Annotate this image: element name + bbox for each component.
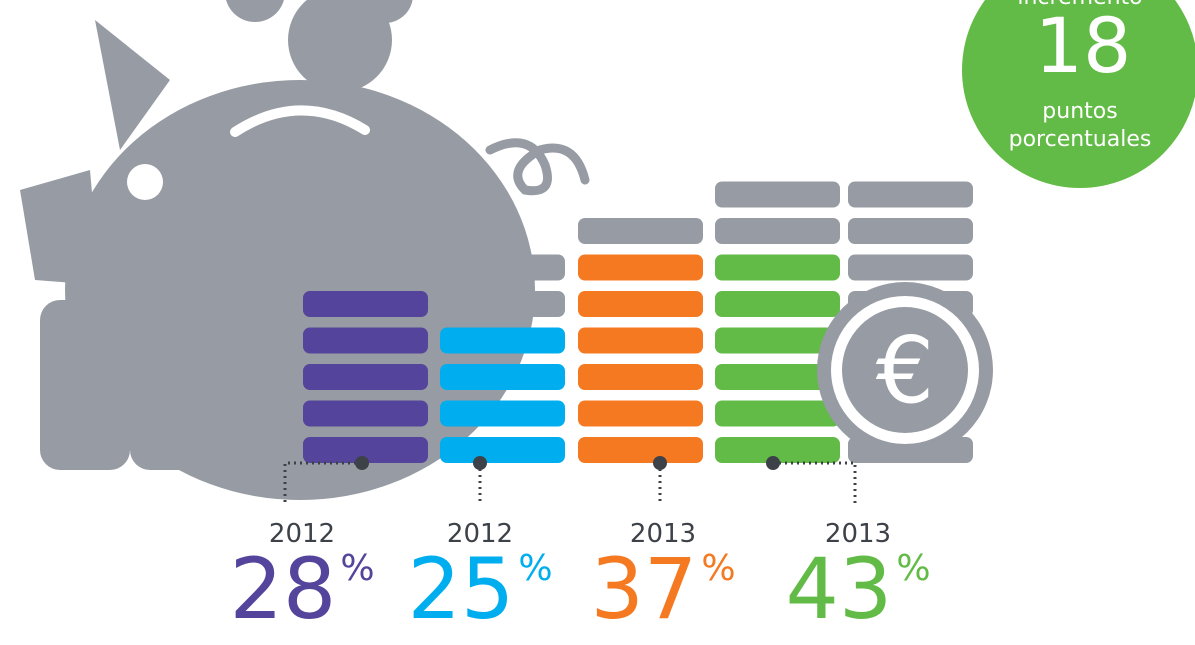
pig-tail — [485, 138, 590, 196]
coin — [715, 218, 840, 244]
coin — [578, 437, 703, 463]
coin — [578, 400, 703, 427]
percent-sign: % — [701, 548, 735, 589]
coin — [578, 327, 703, 354]
coin-slot — [230, 105, 370, 137]
percent: 25% — [407, 540, 552, 638]
coin — [715, 254, 840, 281]
percent-sign: % — [518, 548, 552, 589]
percent-sign: % — [340, 548, 374, 589]
percent: 37% — [590, 540, 735, 638]
coin — [715, 181, 840, 208]
coin — [848, 218, 973, 244]
percent-value: 43 — [785, 540, 892, 638]
coin — [303, 254, 428, 281]
coin — [715, 400, 840, 427]
coin — [578, 291, 703, 317]
coin — [440, 437, 565, 463]
percent-value: 28 — [229, 540, 336, 638]
coin — [848, 254, 973, 281]
percent-sign: % — [896, 548, 930, 589]
badge-value: 18 — [1035, 1, 1132, 90]
connector-dots — [355, 456, 780, 470]
euro-coin: € — [817, 282, 993, 458]
coin — [303, 291, 428, 317]
coin — [848, 181, 973, 208]
pig-eye — [127, 164, 163, 200]
coin — [578, 254, 703, 281]
coin — [440, 291, 565, 317]
year: 2013 — [630, 519, 696, 549]
coin — [303, 364, 428, 390]
coin — [440, 254, 565, 281]
percent-value: 37 — [590, 540, 697, 638]
coin — [578, 364, 703, 390]
coin — [303, 400, 428, 427]
year: 2012 — [269, 519, 335, 549]
coin — [715, 437, 840, 463]
piggy-bank — [20, 0, 535, 500]
percent: 28% — [229, 540, 374, 638]
badge-label: incremento — [1017, 0, 1142, 10]
coin — [303, 437, 428, 463]
coin — [715, 364, 840, 390]
badge-caption: puntos — [1042, 99, 1117, 124]
coin — [440, 364, 565, 390]
coin — [715, 291, 840, 317]
coin-stacks — [303, 181, 973, 463]
percent-value: 25 — [407, 540, 514, 638]
coin — [303, 327, 428, 354]
svg-text:€: € — [876, 317, 935, 424]
percent: 43% — [785, 540, 930, 638]
badge: incremento 18 puntos porcentuales — [962, 0, 1195, 188]
year: 2013 — [825, 519, 891, 549]
coin — [578, 218, 703, 244]
coin — [440, 400, 565, 427]
year: 2012 — [447, 519, 513, 549]
coin — [715, 327, 840, 354]
badge-caption: porcentuales — [1009, 127, 1152, 152]
coin — [440, 327, 565, 354]
